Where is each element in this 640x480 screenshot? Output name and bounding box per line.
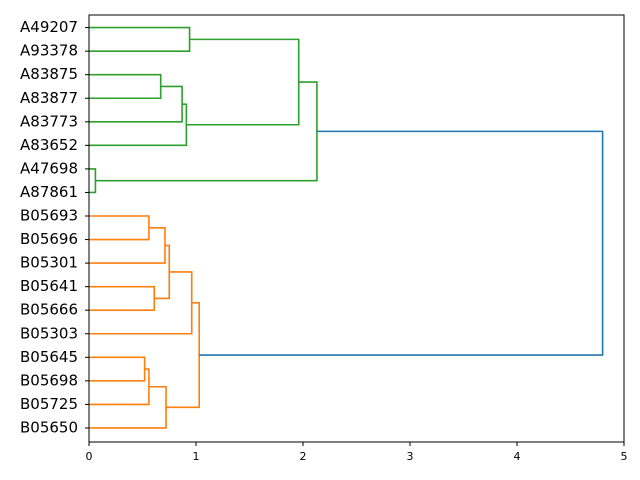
leaf-label: A47698 [20,159,78,177]
dendrogram-link-m14 [89,368,150,406]
leaf-label: A83875 [20,65,78,83]
dendrogram-link-m5 [186,38,300,126]
leaf-label: B05650 [20,418,78,436]
dendrogram-link-m7 [95,81,318,182]
leaf-label: A49207 [20,18,78,36]
leaf-label: B05303 [20,324,78,342]
x-tick-label: 2 [300,450,307,463]
x-axis: 0 1 2 3 4 5 [86,442,628,463]
leaf-label: B05696 [20,230,78,248]
x-tick-label: 4 [514,450,521,463]
leaf-label: A83773 [20,112,78,130]
x-tick-label: 3 [407,450,414,463]
leaf-label: B05666 [20,301,78,319]
leaf-label: B05693 [20,207,78,225]
leaf-label: A83877 [20,89,78,107]
dendrogram-link-m2 [89,73,162,100]
dendrogram-link-m6 [89,168,97,194]
plot-frame [88,14,625,443]
dendrogram-link-m3 [89,85,183,123]
x-tick-label: 1 [193,450,200,463]
dendrogram-link-m15 [89,385,167,429]
leaf-label: B05645 [20,348,78,366]
leaf-label: A83652 [20,136,78,154]
leaf-labels: A49207 A93378 A83875 A83877 A83773 A83652 A476… [20,18,89,436]
dendrogram-link-m17 [199,130,604,356]
leaf-label: B05301 [20,254,78,272]
leaf-label: B05725 [20,395,78,413]
dendrogram-link-m16 [166,302,201,409]
dendrogram-link-m4 [89,103,188,147]
x-tick-label: 0 [86,450,93,463]
dendrogram-link-m11 [154,244,171,300]
dendrogram-link-m8 [89,215,150,241]
dendrogram-link-m12 [89,271,193,335]
dendrogram-link-m10 [89,285,156,311]
dendrogram-link-m9 [89,226,166,264]
links-layer [89,26,604,429]
dendrogram-link-m1 [89,26,191,52]
leaf-label: A93378 [20,42,78,60]
leaf-label: A87861 [20,183,78,201]
leaf-label: B05641 [20,277,78,295]
leaf-label: B05698 [20,371,78,389]
x-tick-label: 5 [621,450,628,463]
dendrogram-link-m13 [89,356,146,382]
